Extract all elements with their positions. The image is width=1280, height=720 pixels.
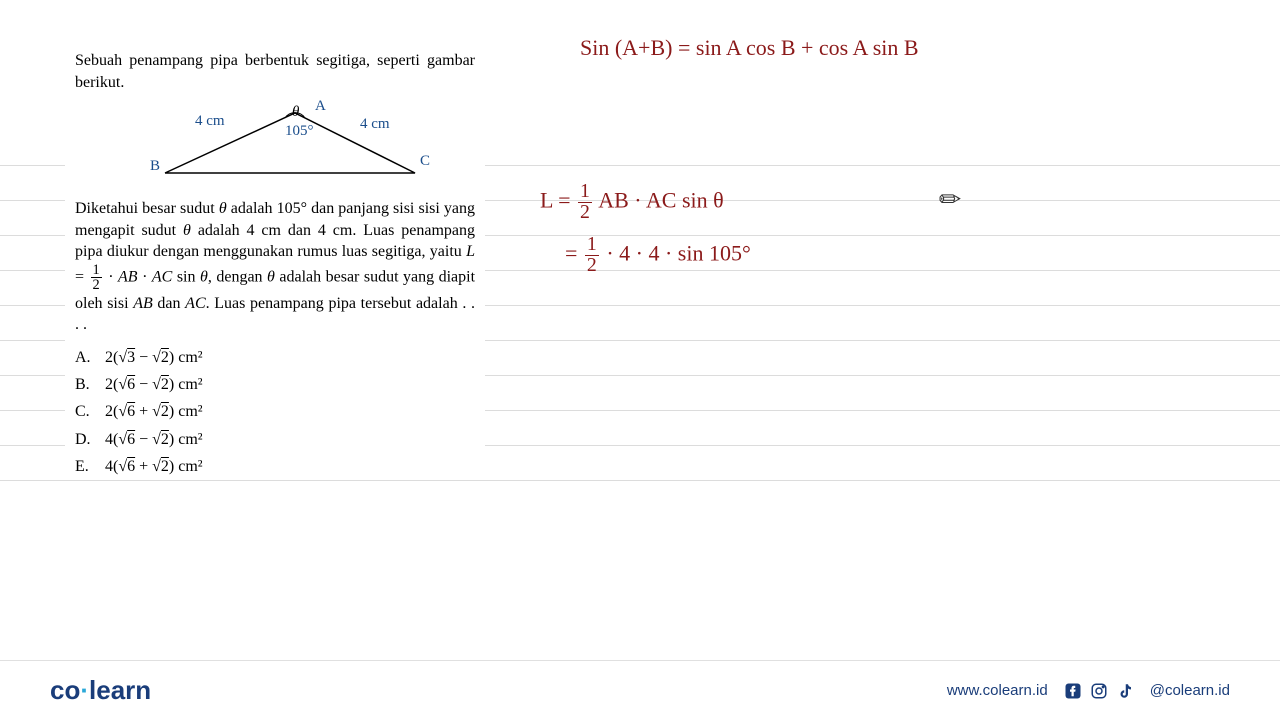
theta-3: θ [200,269,208,286]
social-icons [1063,681,1135,701]
body-part-5: sin [172,269,200,286]
tiktok-icon[interactable] [1115,681,1135,701]
angle-value-label: 105° [285,123,314,140]
body-part-4: · [138,269,152,286]
option-a: A. 2(√3 − √2) cm² [75,344,475,371]
body-part-0: Diketahui besar sudut [75,200,219,217]
problem-body: Diketahui besar sudut θ adalah 105° dan … [75,198,475,336]
AC-sym-2: AC [185,295,205,312]
body-part-8: dan [153,295,185,312]
hw-line-2: = 12 · 4 · 4 · sin 105° [565,235,751,276]
side-right-label: 4 cm [360,116,390,133]
problem-intro: Sebuah penampang pipa berbentuk segitiga… [75,50,475,93]
half-fraction: 12 [91,263,102,293]
hw-line-1: L = 12 AB · AC sin θ [540,182,724,223]
vertex-b-label: B [150,158,160,175]
footer-right: www.colearn.id @colearn.id [947,681,1230,701]
option-c: C. 2(√6 + √2) cm² [75,398,475,425]
website-link[interactable]: www.colearn.id [947,682,1048,699]
pencil-icon: ✎ [933,182,970,219]
option-b: B. 2(√6 − √2) cm² [75,371,475,398]
body-part-3: · [104,269,118,286]
logo: co·learn [50,675,151,706]
vertex-a-label: A [315,98,326,115]
triangle-diagram: A B C θ 105° 4 cm 4 cm [120,98,430,188]
social-handle: @colearn.id [1150,682,1230,699]
triangle-svg [120,98,430,188]
side-left-label: 4 cm [195,113,225,130]
AB-sym: AB [118,269,138,286]
answer-options: A. 2(√3 − √2) cm² B. 2(√6 − √2) cm² C. 2… [75,344,475,480]
AB-sym-2: AB [133,295,153,312]
theta-2: θ [183,222,191,239]
vertex-c-label: C [420,153,430,170]
option-e: E. 4(√6 + √2) cm² [75,453,475,480]
option-d: D. 4(√6 − √2) cm² [75,426,475,453]
problem-block: Sebuah penampang pipa berbentuk segitiga… [75,50,475,480]
L-sym: L [466,243,475,260]
theta-1: θ [219,200,227,217]
angle-theta-label: θ [292,104,299,121]
body-part-6: , dengan [208,269,267,286]
AC-sym: AC [152,269,172,286]
instagram-icon[interactable] [1089,681,1109,701]
hw-formula-top: Sin (A+B) = sin A cos B + cos A sin B [580,35,919,61]
facebook-icon[interactable] [1063,681,1083,701]
footer: co·learn www.colearn.id @colearn.id [0,660,1280,720]
theta-4: θ [267,269,275,286]
